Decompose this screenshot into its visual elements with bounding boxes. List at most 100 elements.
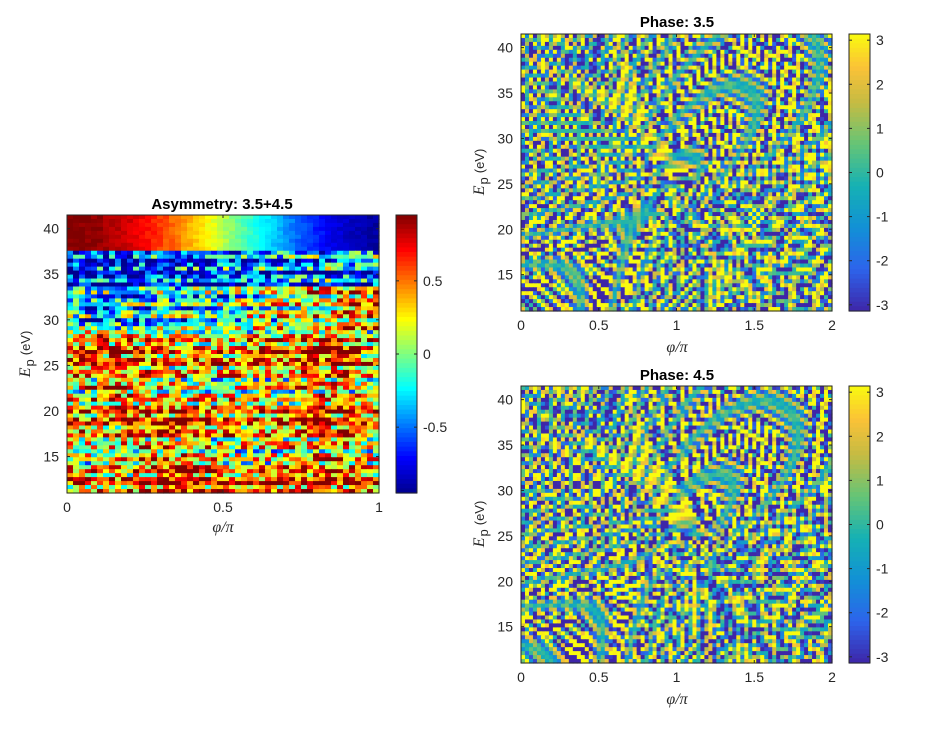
heatmap-cell [664,45,670,51]
heatmap-cell [355,377,362,383]
heatmap-cell [115,433,122,438]
heatmap-cell [289,457,296,462]
heatmap-cell [235,413,242,419]
heatmap-cell [91,469,98,474]
heatmap-cell [283,310,290,315]
heatmap-cell [283,361,290,367]
heatmap-cell [313,234,320,240]
heatmap-cell [229,377,236,383]
heatmap-cell [373,441,380,446]
heatmap-cell [139,286,146,292]
heatmap-cell [109,338,116,343]
heatmap-cell [532,81,538,87]
heatmap-cell [696,69,702,75]
heatmap-cell [343,453,350,458]
heatmap-cell [115,338,122,343]
heatmap-cell [668,77,674,83]
heatmap-cell [73,334,80,339]
heatmap-cell [295,369,302,375]
heatmap-cell [319,373,326,379]
heatmap-cell [199,469,206,474]
heatmap-cell [564,85,570,90]
heatmap-cell [796,53,801,59]
heatmap-cell [127,234,134,240]
heatmap-cell [816,61,821,67]
heatmap-cell [337,465,344,470]
heatmap-cell [181,397,188,403]
heatmap-cell [205,453,212,458]
heatmap-cell [235,266,242,272]
heatmap-cell [331,417,338,423]
heatmap-cell [163,322,170,327]
heatmap-cell [241,254,248,260]
heatmap-cell [572,37,578,43]
heatmap-cell [355,437,362,442]
heatmap-cell [199,413,206,419]
heatmap-cell [736,37,741,43]
heatmap-cell [337,262,344,268]
heatmap-cell [588,69,594,75]
heatmap-cell [337,294,344,299]
heatmap-cell [187,413,194,419]
heatmap-cell [776,93,781,98]
heatmap-cell [199,254,206,260]
heatmap-cell [552,34,558,39]
heatmap-cell [151,215,158,220]
heatmap-cell [564,37,570,43]
heatmap-cell [187,238,194,244]
heatmap-cell [277,449,284,454]
heatmap-cell [752,69,757,75]
heatmap-cell [307,218,314,224]
heatmap-cell [139,465,146,470]
heatmap-cell [644,77,650,83]
heatmap-cell [331,489,338,494]
heatmap-cell [211,350,218,355]
heatmap-cell [283,437,290,442]
heatmap-cell [295,397,302,403]
heatmap-cell [199,357,206,363]
heatmap-cell [536,53,542,59]
heatmap-cell [151,322,158,327]
heatmap-cell [265,350,272,355]
heatmap-cell [796,89,801,94]
y-axis-label: Ep(eV) [17,331,37,379]
heatmap-cell [301,361,308,367]
heatmap-cell [355,361,362,367]
heatmap-cell [259,417,266,423]
heatmap-cell [319,369,326,375]
heatmap-cell [229,326,236,331]
heatmap-cell [241,302,248,307]
heatmap-cell [740,81,745,87]
heatmap-cell [325,274,332,280]
heatmap-cell [217,405,224,411]
heatmap-cell [217,445,224,450]
heatmap-cell [373,258,380,264]
heatmap-cell [640,41,646,47]
heatmap-cell [704,53,709,59]
heatmap-cell [584,61,590,67]
heatmap-cell [319,401,326,407]
heatmap-cell [229,306,236,311]
heatmap-cell [367,298,374,303]
heatmap-cell [343,485,350,490]
heatmap-cell [109,481,116,486]
heatmap-cell [796,73,801,79]
heatmap-cell [181,409,188,415]
heatmap-cell [544,34,550,39]
heatmap-cell [193,274,200,280]
heatmap-cell [367,242,374,248]
heatmap-cell [277,429,284,435]
heatmap-cell [355,401,362,407]
heatmap-cell [181,318,188,323]
heatmap-cell [79,218,86,224]
heatmap-cell [229,262,236,268]
heatmap-cell [73,437,80,442]
heatmap-cell [265,469,272,474]
heatmap-cell [97,222,104,228]
heatmap-cell [728,37,733,43]
heatmap-cell [241,461,248,466]
heatmap-cell [588,57,594,63]
heatmap-cell [820,37,825,43]
heatmap-cell [277,485,284,490]
heatmap-cell [636,81,642,87]
